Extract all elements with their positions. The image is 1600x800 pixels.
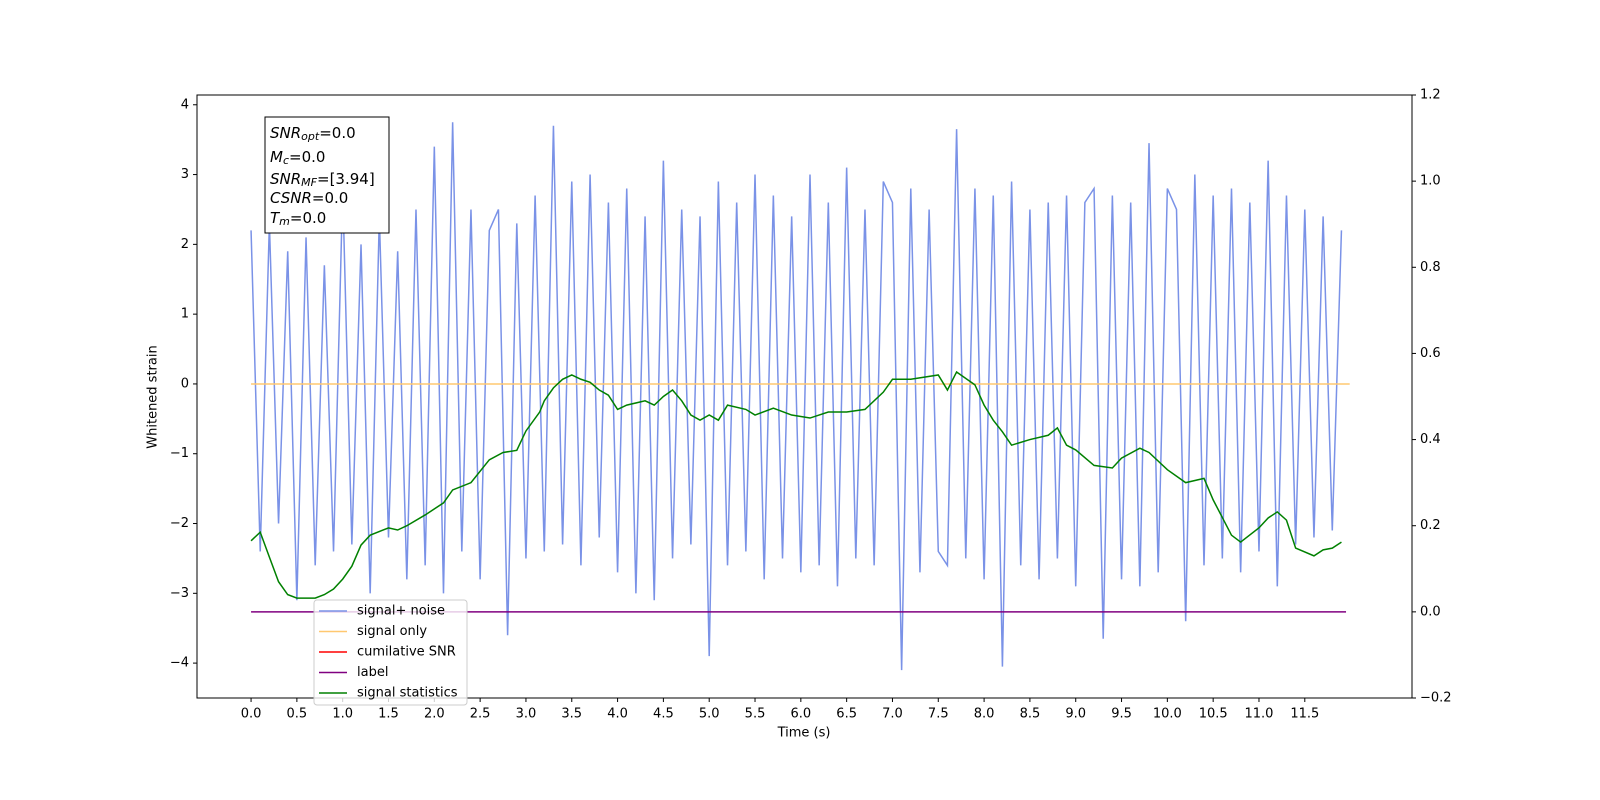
x-tick-label: 3.5: [561, 707, 582, 722]
plot-frame: [196, 94, 1413, 699]
y-tick-label: 1: [181, 307, 189, 322]
y2-tick-label: −0.2: [1420, 691, 1452, 706]
annotation: SNRopt=0.0: [270, 124, 356, 144]
y2-tick-label: 0.0: [1420, 604, 1441, 619]
x-tick-label: 6.0: [790, 707, 811, 722]
y2-tick-label: 0.4: [1420, 432, 1441, 447]
x-tick-label: 4.0: [607, 707, 628, 722]
legend-label: cumilative SNR: [357, 645, 456, 660]
annotation-text: =0.0: [312, 189, 348, 207]
annotation-subscript: MF: [301, 176, 317, 189]
legend: signal+ noise signal only cumilative SNR la…: [313, 599, 468, 706]
legend-frame: [313, 599, 468, 706]
y2-tick-label: 1.0: [1420, 174, 1441, 189]
y-tick-label: 2: [181, 237, 189, 252]
x-tick-label: 1.5: [378, 707, 399, 722]
annotation-symbol: M: [270, 148, 283, 166]
x-tick-label: 11.5: [1290, 707, 1319, 722]
y-tick-label: −4: [170, 656, 189, 671]
x-tick-label: 8.0: [974, 707, 995, 722]
legend-label: signal statistics: [357, 686, 458, 701]
annotation-box: SNRopt=0.0Mc=0.0SNRMF=[3.94]CSNR=0.0Tm=0…: [264, 116, 390, 234]
x-tick-label: 6.5: [836, 707, 857, 722]
x-tick-label: 10.5: [1199, 707, 1228, 722]
y2-tick-label: 0.2: [1420, 518, 1441, 533]
annotation: Tm=0.0: [270, 209, 326, 229]
y-tick-label: 4: [181, 97, 189, 112]
y-tick-label: 3: [181, 167, 189, 182]
y-tick-label: −1: [170, 446, 189, 461]
y2-tick-label: 0.8: [1420, 260, 1441, 275]
y-tick-label: 0: [181, 376, 189, 391]
annotation-frame: [264, 116, 390, 234]
x-tick-label: 2.5: [470, 707, 491, 722]
annotation-text: =[3.94]: [317, 170, 375, 188]
annotation-subscript: opt: [301, 130, 320, 143]
x-tick-label: 10.0: [1153, 707, 1182, 722]
y2-tick-label: 1.2: [1420, 88, 1441, 103]
x-tick-label: 7.5: [928, 707, 949, 722]
x-tick-label: 5.5: [745, 707, 766, 722]
annotation: SNRMF=[3.94]: [270, 170, 375, 190]
annotation-symbol: SNR: [270, 124, 301, 142]
annotation-symbol: SNR: [270, 170, 301, 188]
annotation-subscript: m: [279, 215, 290, 228]
annotation-subscript: c: [283, 154, 289, 167]
x-tick-label: 8.5: [1020, 707, 1041, 722]
x-tick-label: 11.0: [1245, 707, 1274, 722]
y2-tick-label: 0.6: [1420, 346, 1441, 361]
x-tick-label: 9.0: [1065, 707, 1086, 722]
legend-label: label: [357, 665, 388, 680]
series-line: [250, 122, 1343, 671]
y-tick-label: −2: [170, 516, 189, 531]
x-tick-label: 4.5: [653, 707, 674, 722]
series-line: [250, 370, 1342, 599]
y-axis-label: Whitened strain: [146, 345, 161, 448]
legend-label: signal only: [357, 624, 427, 639]
x-tick-label: 7.0: [882, 707, 903, 722]
annotation-symbol: CSNR: [270, 189, 312, 207]
annotation-symbol: T: [270, 209, 281, 227]
annotation: CSNR=0.0: [270, 189, 348, 207]
x-tick-label: 0.0: [241, 707, 262, 722]
legend-label: signal+ noise: [357, 604, 445, 619]
annotation: Mc=0.0: [270, 148, 325, 168]
annotation-text: =0.0: [319, 124, 355, 142]
x-tick-label: 2.0: [424, 707, 445, 722]
x-tick-label: 0.5: [287, 707, 308, 722]
x-tick-label: 9.5: [1111, 707, 1132, 722]
y-tick-label: −3: [170, 586, 189, 601]
x-tick-label: 5.0: [699, 707, 720, 722]
x-tick-label: 1.0: [332, 707, 353, 722]
x-tick-label: 3.0: [516, 707, 537, 722]
annotation-text: =0.0: [289, 148, 325, 166]
annotation-text: =0.0: [290, 209, 326, 227]
x-axis-label: Time (s): [777, 726, 831, 741]
